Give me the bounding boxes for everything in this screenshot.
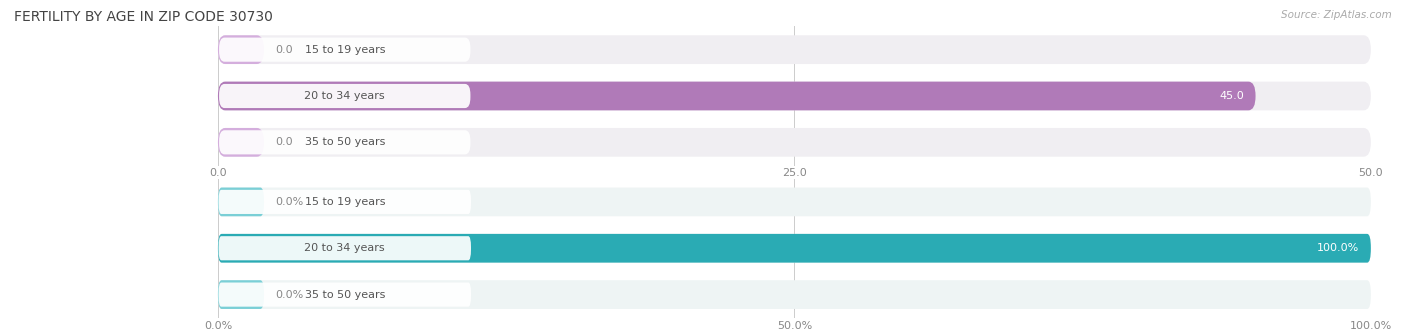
Text: 0.0: 0.0: [276, 137, 294, 147]
Text: 0.0%: 0.0%: [276, 197, 304, 207]
Text: 0.0%: 0.0%: [276, 290, 304, 300]
FancyBboxPatch shape: [218, 234, 1371, 262]
FancyBboxPatch shape: [219, 38, 471, 62]
Text: 45.0: 45.0: [1219, 91, 1244, 101]
FancyBboxPatch shape: [219, 84, 471, 108]
FancyBboxPatch shape: [218, 234, 1371, 262]
Text: Source: ZipAtlas.com: Source: ZipAtlas.com: [1281, 10, 1392, 20]
FancyBboxPatch shape: [218, 35, 1371, 64]
FancyBboxPatch shape: [218, 188, 264, 216]
Text: 100.0%: 100.0%: [1317, 243, 1360, 253]
FancyBboxPatch shape: [218, 236, 471, 260]
FancyBboxPatch shape: [218, 82, 1371, 110]
FancyBboxPatch shape: [218, 190, 471, 214]
Text: FERTILITY BY AGE IN ZIP CODE 30730: FERTILITY BY AGE IN ZIP CODE 30730: [14, 10, 273, 24]
FancyBboxPatch shape: [219, 130, 471, 154]
FancyBboxPatch shape: [218, 188, 1371, 216]
Text: 15 to 19 years: 15 to 19 years: [305, 45, 385, 55]
FancyBboxPatch shape: [218, 82, 1256, 110]
Text: 20 to 34 years: 20 to 34 years: [305, 91, 385, 101]
FancyBboxPatch shape: [218, 128, 264, 157]
FancyBboxPatch shape: [218, 280, 264, 309]
FancyBboxPatch shape: [218, 35, 264, 64]
Text: 35 to 50 years: 35 to 50 years: [305, 137, 385, 147]
Text: 0.0: 0.0: [276, 45, 294, 55]
FancyBboxPatch shape: [218, 128, 1371, 157]
Text: 20 to 34 years: 20 to 34 years: [305, 243, 385, 253]
Text: 15 to 19 years: 15 to 19 years: [305, 197, 385, 207]
FancyBboxPatch shape: [218, 280, 1371, 309]
FancyBboxPatch shape: [218, 283, 471, 307]
Text: 35 to 50 years: 35 to 50 years: [305, 290, 385, 300]
